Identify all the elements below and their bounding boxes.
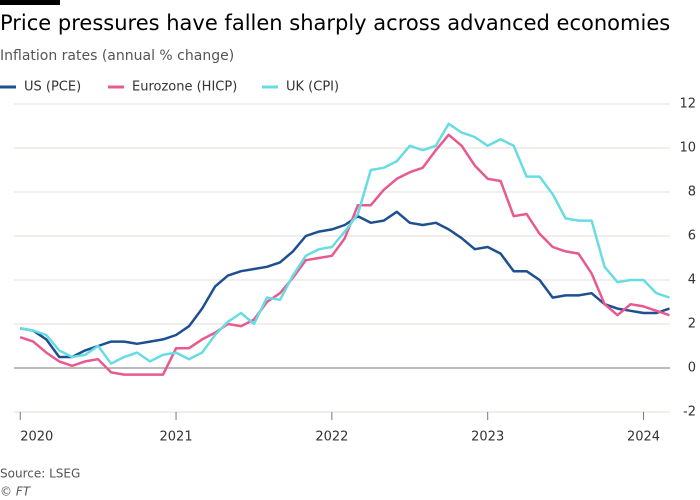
series-line <box>19 210 670 359</box>
legend-label: UK (CPI) <box>286 80 339 95</box>
series-line <box>19 122 670 365</box>
y-tick-label: 12 <box>679 97 696 112</box>
series-line <box>19 133 670 376</box>
y-tick-label: 6 <box>688 229 696 244</box>
y-tick-label: 0 <box>688 361 696 376</box>
y-tick-label: 8 <box>688 185 696 200</box>
chart-title: Price pressures have fallen sharply acro… <box>0 11 670 35</box>
x-tick-label: 2021 <box>160 430 193 445</box>
y-tick-label: 4 <box>688 273 696 288</box>
y-tick-label: 2 <box>688 317 696 332</box>
y-tick-label: -2 <box>683 405 696 420</box>
chart-subtitle: Inflation rates (annual % change) <box>0 48 234 64</box>
y-tick-label: 10 <box>679 141 696 156</box>
legend-label: Eurozone (HICP) <box>132 80 237 95</box>
legend-label: US (PCE) <box>24 80 81 95</box>
x-tick-label: 2024 <box>627 430 660 445</box>
brand-bar <box>0 0 60 5</box>
x-tick-label: 2023 <box>471 430 504 445</box>
x-tick-label: 2020 <box>20 430 53 445</box>
x-tick-label: 2022 <box>315 430 348 445</box>
credit: © FT <box>0 485 32 499</box>
source: Source: LSEG <box>0 467 80 481</box>
